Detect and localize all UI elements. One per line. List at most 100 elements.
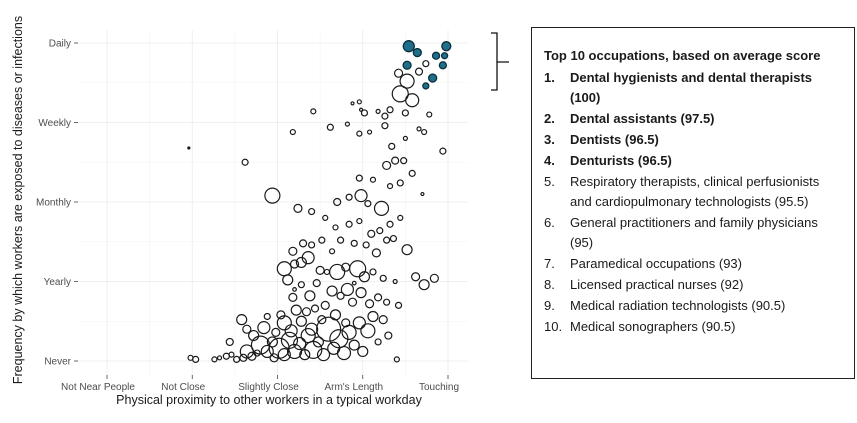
data-point — [345, 220, 353, 228]
data-point — [264, 187, 281, 204]
data-point — [379, 274, 387, 282]
data-point — [293, 336, 307, 351]
legend-item: 2. Dental assistants (97.5) — [544, 109, 844, 129]
data-point — [355, 287, 367, 299]
plot-panel — [78, 30, 468, 375]
highlighted-data-point — [428, 73, 438, 83]
data-point — [369, 268, 377, 276]
x-tick-label: Arm's Length — [324, 382, 383, 393]
data-point — [399, 73, 415, 89]
data-point — [290, 304, 302, 316]
data-point — [362, 241, 370, 249]
legend-item-number: 6. — [544, 215, 555, 230]
data-point — [282, 274, 294, 286]
data-point — [260, 344, 274, 359]
data-point — [376, 227, 384, 235]
data-point — [422, 60, 430, 68]
legend-item-number: 1. — [544, 70, 555, 85]
data-point — [257, 321, 271, 335]
data-point — [396, 179, 404, 187]
legend-item-number: 4. — [544, 153, 555, 168]
data-point — [356, 217, 363, 225]
legend-item-text: General practitioners and family physici… — [570, 215, 818, 250]
highlighted-data-point — [412, 47, 422, 58]
data-point — [211, 356, 218, 363]
data-point — [289, 128, 296, 136]
data-point — [241, 158, 249, 166]
data-point — [329, 309, 342, 321]
data-point — [333, 197, 342, 207]
y-tick-label: Weekly — [38, 118, 71, 129]
data-point — [187, 146, 191, 150]
x-tick-label: Slightly Close — [238, 382, 299, 393]
data-point — [293, 203, 303, 213]
legend-item: 3. Dentists (96.5) — [544, 130, 844, 150]
data-point — [276, 310, 286, 320]
data-point — [277, 348, 291, 362]
data-point — [280, 331, 299, 349]
data-point — [266, 336, 278, 348]
data-point — [401, 244, 413, 256]
data-point — [308, 207, 316, 216]
data-point — [375, 108, 381, 114]
data-point — [301, 307, 312, 317]
data-point — [288, 292, 298, 302]
data-point — [341, 318, 351, 328]
data-point — [393, 356, 400, 363]
data-point — [310, 304, 320, 313]
data-point — [421, 128, 428, 136]
x-tick-label: Not Near People — [61, 382, 135, 393]
legend-item: 5. Respiratory therapists, clinical perfu… — [544, 172, 844, 212]
data-point — [284, 324, 298, 338]
data-point — [288, 246, 298, 256]
data-point — [358, 271, 371, 283]
highlighted-data-point — [438, 61, 448, 70]
legend-title: Top 10 occupations, based on average sco… — [544, 48, 821, 63]
data-point — [225, 337, 234, 347]
data-point — [299, 349, 311, 361]
legend-item-text: Denturists (96.5) — [570, 153, 672, 168]
data-point — [402, 135, 408, 141]
highlighted-data-point — [402, 40, 415, 53]
data-point — [386, 106, 394, 114]
data-point — [360, 109, 369, 117]
x-tick-label: Not Close — [161, 382, 205, 393]
top-occupations-legend: Top 10 occupations, based on average sco… — [531, 27, 855, 379]
legend-item-text: Paramedical occupations (93) — [570, 256, 742, 271]
axes: Not Near People Not Close Slightly Close Ar… — [36, 39, 459, 394]
data-point — [391, 156, 400, 165]
data-point — [374, 338, 382, 346]
data-point — [239, 353, 248, 362]
data-point — [318, 236, 326, 244]
data-point — [232, 355, 241, 364]
data-point — [312, 278, 321, 288]
data-point — [300, 327, 316, 344]
data-point — [418, 279, 430, 291]
data-point — [253, 349, 261, 357]
data-point — [382, 160, 392, 171]
highlighted-data-point — [431, 51, 441, 60]
data-point — [350, 239, 358, 247]
data-point — [364, 199, 372, 208]
data-point — [400, 157, 408, 165]
data-point — [298, 239, 308, 248]
data-point — [420, 191, 425, 197]
legend-item-number: 7. — [544, 256, 555, 271]
data-point — [248, 329, 260, 342]
y-axis-title: Frequency by which workers are exposed t… — [11, 16, 25, 384]
data-point — [389, 234, 398, 243]
data-point — [383, 298, 391, 306]
data-point — [295, 256, 307, 269]
data-point — [341, 262, 351, 272]
y-tick-label: Daily — [49, 39, 71, 50]
data-point — [289, 259, 300, 269]
data-point — [187, 354, 194, 361]
top10-bracket — [491, 32, 509, 91]
data-point — [373, 293, 383, 302]
data-point — [408, 169, 416, 177]
data-point — [401, 109, 409, 117]
data-point — [326, 123, 334, 131]
data-point — [327, 341, 341, 355]
data-point — [355, 174, 363, 182]
data-point — [381, 112, 389, 120]
